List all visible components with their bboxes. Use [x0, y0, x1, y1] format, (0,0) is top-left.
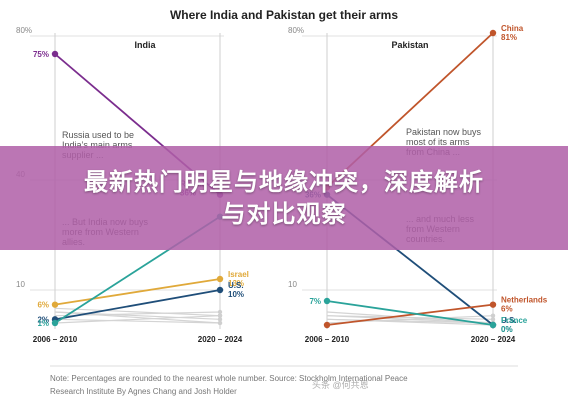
end-label-france: France 0% [501, 316, 528, 334]
headline-line-1: 最新热门明星与地缘冲突，深度解析 [84, 168, 484, 196]
other-series-line [326, 315, 494, 320]
end-label-value: 81% [501, 33, 517, 42]
series-line-u-s [54, 289, 221, 321]
series-point-start-france [323, 297, 331, 305]
series-point-end-israel [216, 275, 224, 283]
series-point-end-u-s [216, 286, 224, 294]
series-point-end-netherlands [489, 301, 497, 308]
series-point-start-israel [51, 301, 59, 308]
y-tick-label: 80% [16, 26, 32, 35]
other-series-line [54, 315, 221, 324]
start-value-label-u-s: 2% [37, 315, 49, 324]
other-series-line [54, 318, 221, 324]
y-tick-label: 10 [288, 280, 297, 289]
other-series-point [490, 317, 496, 322]
watermark: 头条 @何共恩 [312, 379, 369, 390]
annotation-text-line: Russia used to be [62, 130, 134, 140]
series-point-start-russia [51, 50, 59, 58]
panel-title: Pakistan [391, 40, 428, 50]
panel-title: India [134, 40, 156, 50]
end-label-china: China 81% [501, 24, 524, 42]
other-series-line [326, 318, 494, 324]
end-label-name: Netherlands [501, 296, 548, 305]
end-label-name: Israel [228, 270, 249, 279]
end-label-israel: Israel 13% [228, 270, 249, 288]
series-point-end-france [489, 321, 497, 329]
other-series-point [217, 317, 223, 322]
other-series-point [217, 309, 223, 315]
series-point-end-china [489, 29, 497, 37]
start-value-label-russia: 75% [33, 50, 49, 59]
headline-line-2: 与对比观察 [221, 200, 347, 228]
other-series-point [490, 313, 496, 318]
annotation-text-line: India’s main arms [62, 140, 133, 150]
end-label-u-s: U.S. 10% [228, 281, 244, 299]
other-series-line [54, 311, 221, 320]
annotation-text-line: Pakistan now buys [406, 127, 482, 137]
end-label-name: China [501, 24, 524, 33]
end-label-value: 0% [501, 325, 513, 334]
series-line-netherlands [326, 303, 494, 326]
end-label-name: U.S. [228, 281, 244, 290]
headline-banner: 最新热门明星与地缘冲突，深度解析 与对比观察 [0, 146, 568, 250]
y-tick-label: 80% [288, 26, 304, 35]
end-label-name: U.S. [501, 316, 517, 325]
end-label-value: 6% [501, 305, 513, 314]
x-tick-label: 2020 – 2024 [198, 335, 243, 344]
footer-note-line2: Research Institute By Agnes Chang and Jo… [50, 387, 237, 396]
other-series-point [217, 320, 223, 326]
series-point-start-france [51, 319, 59, 327]
end-label-value: 13% [228, 279, 244, 288]
x-tick-label: 2006 – 2010 [33, 335, 78, 344]
series-line-france [326, 300, 494, 326]
end-label-name: France [501, 316, 528, 325]
x-tick-label: 2006 – 2010 [305, 335, 350, 344]
end-label-value: 10% [228, 290, 244, 299]
end-label-u-s: U.S. 0% [501, 316, 517, 334]
footer-note-line1: Note: Percentages are rounded to the nea… [50, 374, 408, 383]
series-line-israel [54, 278, 221, 306]
other-series-line [54, 307, 221, 317]
y-tick-label: 10 [16, 280, 25, 289]
start-value-label-france: 1% [37, 319, 49, 328]
end-label-value: 0% [501, 325, 513, 334]
series-point-start-netherlands [323, 321, 331, 329]
start-value-label-france: 7% [309, 297, 321, 306]
end-label-netherlands: Netherlands 6% [501, 296, 548, 314]
start-value-label-israel: 6% [37, 301, 49, 310]
x-tick-label: 2020 – 2024 [471, 335, 516, 344]
chart-title: Where India and Pakistan get their arms [170, 8, 398, 22]
other-series-point [217, 313, 223, 318]
annotation-text-line: most of its arms [406, 137, 470, 147]
